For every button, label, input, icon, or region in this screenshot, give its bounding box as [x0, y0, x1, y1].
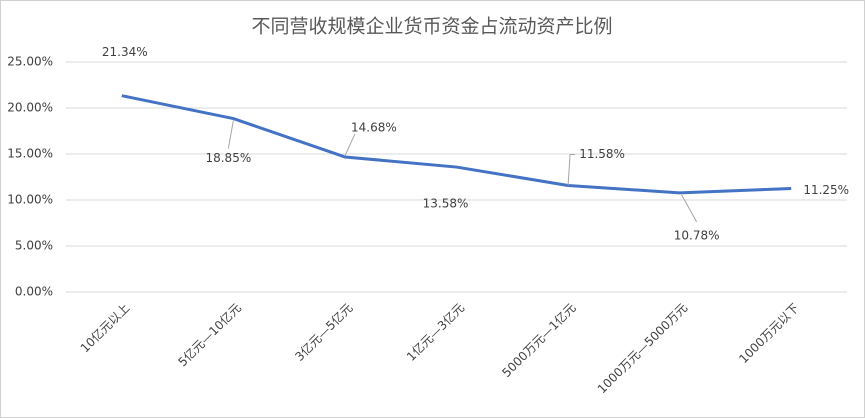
data-line	[121, 94, 792, 195]
leader-line	[227, 120, 234, 149]
data-label: 13.58%	[423, 197, 469, 211]
leader-line	[344, 133, 356, 157]
leader-line	[567, 153, 576, 186]
data-label: 11.58%	[579, 147, 625, 161]
data-label: 21.34%	[102, 45, 148, 59]
y-tick-label: 5.00%	[15, 239, 53, 253]
y-tick-label: 10.00%	[7, 193, 53, 207]
chart-title: 不同营收规模企业货币资金占流动资产比例	[251, 16, 612, 38]
leader-line	[681, 194, 698, 223]
y-tick-label: 20.00%	[7, 101, 53, 115]
data-label: 11.25%	[803, 183, 849, 197]
y-tick-label: 15.00%	[7, 147, 53, 161]
data-label: 18.85%	[205, 151, 251, 165]
data-label: 14.68%	[351, 120, 397, 134]
data-label: 10.78%	[674, 228, 720, 242]
y-tick-label: 0.00%	[15, 285, 53, 299]
y-tick-label: 25.00%	[7, 55, 53, 69]
